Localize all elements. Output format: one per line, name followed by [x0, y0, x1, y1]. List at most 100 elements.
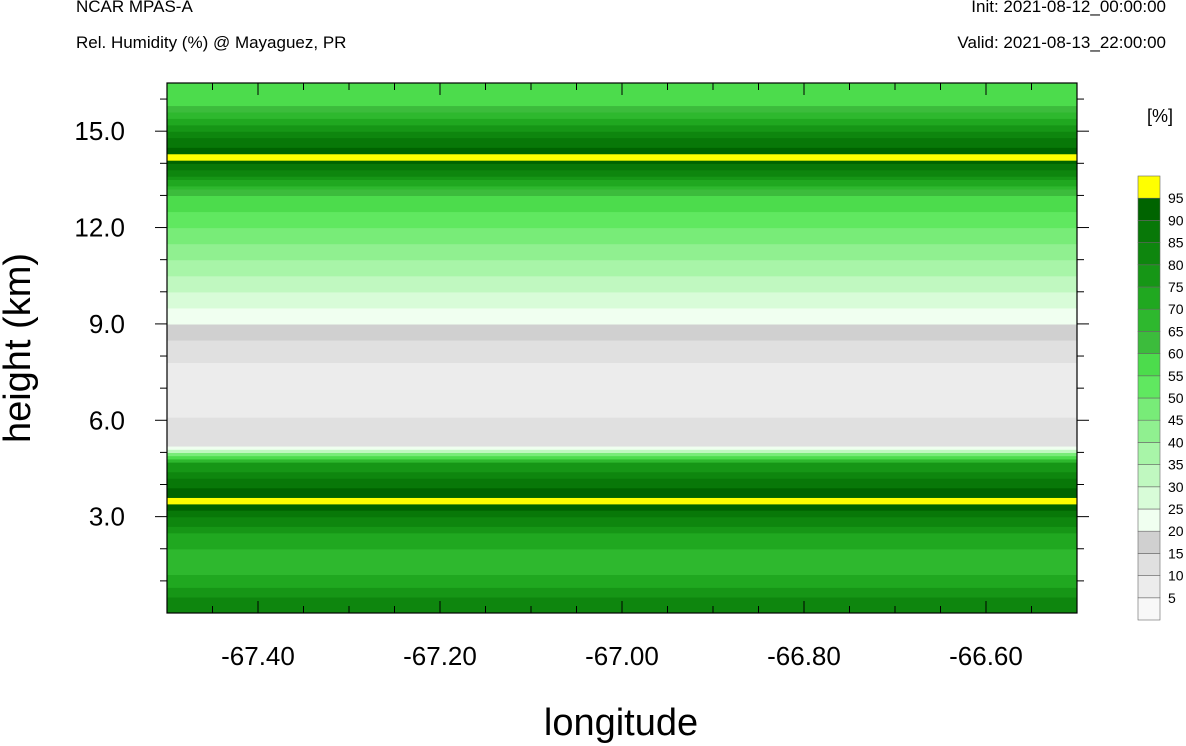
heatmap-band — [167, 391, 1077, 396]
colorbar-label: 45 — [1168, 412, 1184, 428]
heatmap-band — [167, 564, 1077, 569]
heatmap-band — [167, 172, 1077, 177]
heatmap-band — [167, 555, 1077, 559]
heatmap-band — [167, 150, 1077, 155]
init-time: Init: 2021-08-12_00:00:00 — [971, 0, 1166, 16]
heatmap-band — [167, 166, 1077, 171]
heatmap-band — [167, 365, 1077, 370]
heatmap-band — [167, 301, 1077, 306]
colorbar-label: 50 — [1168, 390, 1184, 406]
heatmap-band — [167, 323, 1077, 328]
heatmap-band — [167, 327, 1077, 331]
colorbar-label: 60 — [1168, 346, 1184, 362]
heatmap-band — [167, 362, 1077, 367]
heatmap-band — [167, 426, 1077, 431]
heatmap-band — [167, 330, 1077, 335]
colorbar-box — [1137, 308, 1161, 332]
heatmap-band — [167, 250, 1077, 254]
colorbar: 5 10 15 20 25 30 35 40 45 50 55 60 65 70 75 80 85 90 95 [%] — [1137, 106, 1184, 621]
x-axis-title: longitude — [544, 702, 698, 744]
colorbar-label: 80 — [1168, 257, 1184, 273]
colorbar-box — [1137, 575, 1161, 599]
heatmap-band — [167, 307, 1077, 312]
colorbar-box — [1137, 286, 1161, 310]
heatmap-band — [167, 214, 1077, 219]
colorbar-label: 65 — [1168, 323, 1184, 339]
heatmap-band — [167, 529, 1077, 534]
heatmap-band — [167, 269, 1077, 274]
heatmap-band — [167, 404, 1077, 409]
colorbar-box — [1137, 175, 1161, 199]
heatmap-band — [167, 160, 1077, 164]
heatmap-band — [167, 465, 1077, 470]
heatmap-band — [167, 577, 1077, 582]
heatmap-band — [167, 140, 1077, 145]
colorbar-box — [1137, 353, 1161, 377]
heatmap-band — [167, 144, 1077, 148]
colorbar-box — [1137, 419, 1161, 443]
y-axis-title: height (km) — [0, 253, 39, 443]
heatmap-band — [167, 548, 1077, 553]
heatmap-band — [167, 111, 1077, 116]
heatmap-band — [167, 484, 1077, 489]
colorbar-label: 75 — [1168, 279, 1184, 295]
colorbar-label: 25 — [1168, 501, 1184, 517]
heatmap-band — [167, 253, 1077, 258]
heatmap-band — [167, 452, 1077, 457]
heatmap-band — [167, 568, 1077, 572]
y-tick-label: 6.0 — [89, 405, 125, 435]
heatmap-band — [167, 561, 1077, 566]
y-tick-label: 12.0 — [74, 213, 125, 243]
heatmap-band — [167, 282, 1077, 286]
colorbar-box — [1137, 375, 1161, 399]
heatmap-band — [167, 134, 1077, 139]
heatmap-band — [167, 317, 1077, 322]
heatmap-band — [167, 439, 1077, 444]
heatmap-band — [167, 487, 1077, 492]
heatmap-band — [167, 192, 1077, 197]
heatmap-band — [167, 259, 1077, 264]
colorbar-box — [1137, 508, 1161, 532]
heatmap-band — [167, 333, 1077, 338]
heatmap-band — [167, 436, 1077, 441]
colorbar-label: 70 — [1168, 301, 1184, 317]
x-tick-label: -66.60 — [949, 641, 1023, 671]
heatmap-band — [167, 211, 1077, 216]
heatmap-band — [167, 179, 1077, 184]
colorbar-label: 15 — [1168, 545, 1184, 561]
heatmap-band — [167, 519, 1077, 524]
heatmap-band — [167, 478, 1077, 482]
heatmap-band — [167, 224, 1077, 229]
heatmap-band — [167, 356, 1077, 360]
heatmap-band — [167, 137, 1077, 142]
heatmap-band — [167, 124, 1077, 129]
heatmap-band — [167, 147, 1077, 152]
heatmap-band — [167, 156, 1077, 161]
heatmap-band — [167, 221, 1077, 225]
heatmap-band — [167, 574, 1077, 579]
heatmap-band — [167, 490, 1077, 495]
heatmap-band — [167, 237, 1077, 241]
heatmap-band — [167, 497, 1077, 502]
field-title: Rel. Humidity (%) @ Mayaguez, PR — [76, 33, 347, 52]
colorbar-box — [1137, 530, 1161, 554]
colorbar-label: 20 — [1168, 523, 1184, 539]
heatmap-band — [167, 401, 1077, 405]
heatmap-band — [167, 596, 1077, 601]
colorbar-box — [1137, 553, 1161, 576]
colorbar-box — [1137, 242, 1161, 266]
heatmap-band — [167, 256, 1077, 261]
heatmap-band — [167, 346, 1077, 351]
colorbar-box — [1137, 464, 1161, 488]
colorbar-box — [1137, 264, 1161, 288]
colorbar-label: 55 — [1168, 368, 1184, 384]
colorbar-box — [1137, 486, 1161, 510]
heatmap-band — [167, 298, 1077, 303]
heatmap-band — [167, 336, 1077, 341]
heatmap-band — [167, 523, 1077, 527]
heatmap-band — [167, 481, 1077, 486]
heatmap-band — [167, 227, 1077, 232]
heatmap-band — [167, 539, 1077, 543]
heatmap-band — [167, 176, 1077, 180]
valid-time: Valid: 2021-08-13_22:00:00 — [957, 33, 1166, 52]
